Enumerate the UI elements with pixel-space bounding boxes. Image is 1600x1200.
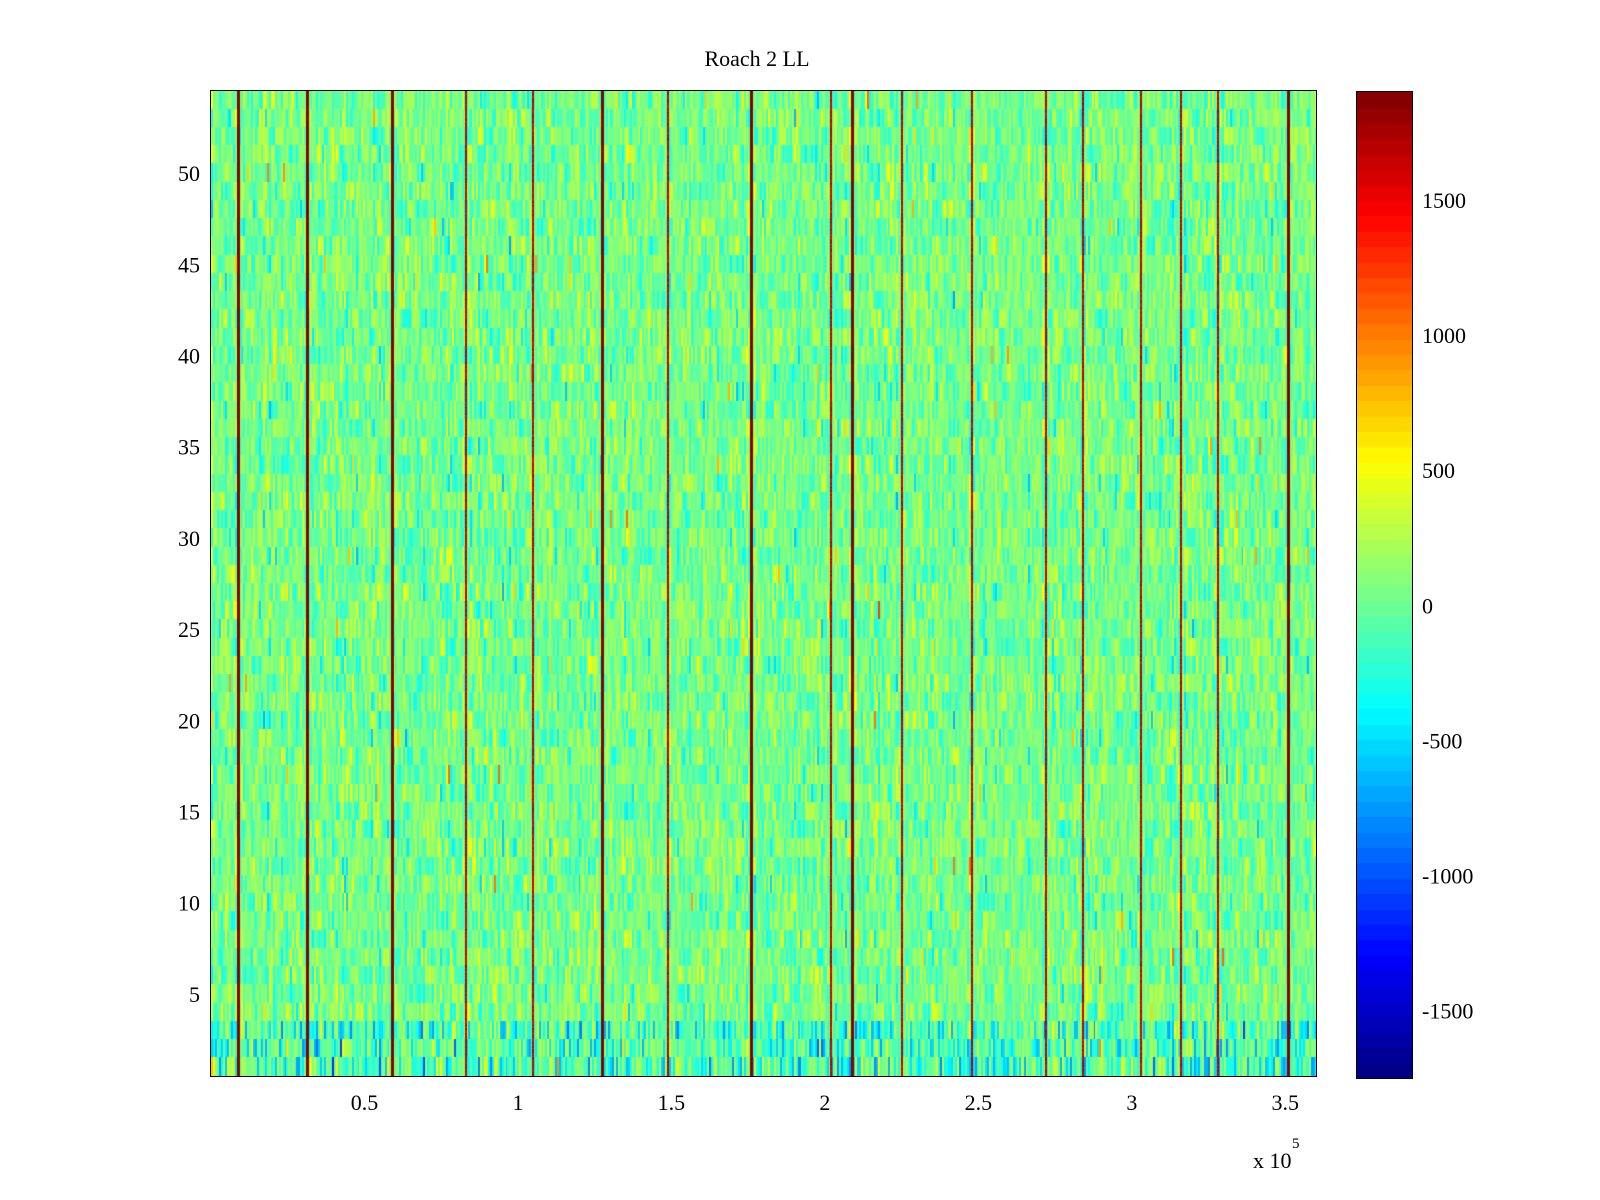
y-tick-label: 25 [178, 617, 200, 642]
y-tick-label: 20 [178, 708, 200, 733]
x-exponent-base: x 10 [1253, 1148, 1292, 1173]
x-tick-label: 3.5 [1272, 1090, 1300, 1115]
colorbar-tick-label: 1500 [1422, 188, 1466, 213]
y-tick-label: 50 [178, 161, 200, 186]
colorbar-tick-label: -1000 [1422, 863, 1473, 888]
plot-frame [210, 90, 1317, 1077]
y-tick-label: 30 [178, 526, 200, 551]
x-tick-label: 3 [1126, 1090, 1137, 1115]
y-tick-label: 5 [189, 982, 200, 1007]
colorbar-tick-label: -1500 [1422, 998, 1473, 1023]
colorbar-frame [1356, 91, 1413, 1079]
chart-title: Roach 2 LL [704, 46, 809, 71]
colorbar-tick-label: -500 [1422, 728, 1462, 753]
colorbar [1357, 92, 1412, 1078]
x-tick-label: 0.5 [351, 1090, 379, 1115]
y-tick-label: 15 [178, 800, 200, 825]
y-tick-label: 10 [178, 891, 200, 916]
x-tick-label: 1 [512, 1090, 523, 1115]
y-axis: 5 10 15 20 25 30 35 40 45 50 [178, 161, 1316, 1007]
y-tick-label: 40 [178, 343, 200, 368]
heatmap-image [211, 91, 1316, 1076]
x-tick-label: 2 [819, 1090, 830, 1115]
y-tick-label: 45 [178, 252, 200, 277]
colorbar-tick-label: 500 [1422, 458, 1455, 483]
colorbar-tick-label: 1000 [1422, 323, 1466, 348]
x-exponent-power: 5 [1292, 1136, 1300, 1152]
x-tick-label: 1.5 [658, 1090, 686, 1115]
y-tick-label: 35 [178, 435, 200, 460]
colorbar-axis: 1500 1000 500 0 -500 -1000 -1500 [1357, 188, 1473, 1023]
x-tick-label: 2.5 [965, 1090, 993, 1115]
colorbar-tick-label: 0 [1422, 593, 1433, 618]
